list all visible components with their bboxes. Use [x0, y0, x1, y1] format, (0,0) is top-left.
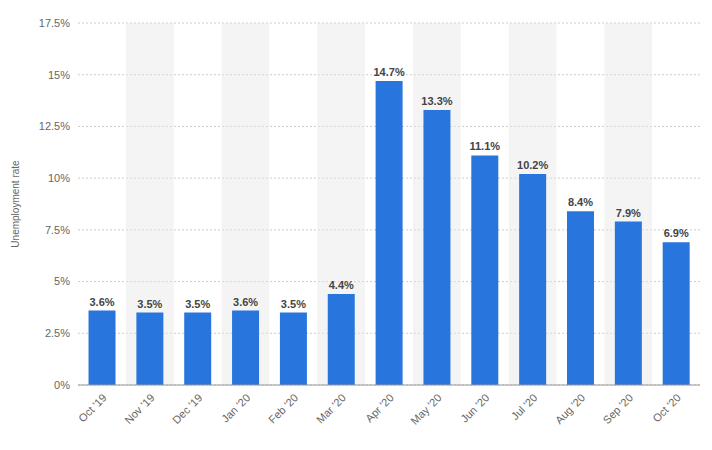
svg-text:5%: 5% [54, 275, 70, 287]
svg-text:Nov '19: Nov '19 [122, 391, 157, 426]
svg-text:Aug '20: Aug '20 [553, 391, 588, 426]
svg-text:0%: 0% [54, 379, 70, 391]
svg-text:3.5%: 3.5% [281, 298, 306, 310]
svg-text:Apr '20: Apr '20 [363, 391, 396, 424]
svg-text:3.5%: 3.5% [137, 298, 162, 310]
svg-text:3.6%: 3.6% [233, 296, 258, 308]
svg-text:Sep '20: Sep '20 [601, 391, 636, 426]
svg-text:May '20: May '20 [408, 391, 443, 426]
svg-text:3.5%: 3.5% [185, 298, 210, 310]
svg-text:Oct '19: Oct '19 [76, 391, 109, 424]
svg-text:7.5%: 7.5% [45, 224, 70, 236]
svg-text:Jan '20: Jan '20 [219, 391, 252, 424]
svg-text:Jul '20: Jul '20 [509, 391, 540, 422]
svg-text:11.1%: 11.1% [469, 140, 500, 152]
svg-text:Jun '20: Jun '20 [458, 391, 491, 424]
svg-text:2.5%: 2.5% [45, 327, 70, 339]
svg-text:Oct '20: Oct '20 [650, 391, 683, 424]
svg-text:13.3%: 13.3% [421, 95, 452, 107]
svg-text:6.9%: 6.9% [664, 227, 689, 239]
svg-text:Feb '20: Feb '20 [266, 391, 300, 425]
svg-text:Mar '20: Mar '20 [314, 391, 348, 425]
svg-text:7.9%: 7.9% [616, 207, 641, 219]
svg-text:10%: 10% [48, 172, 70, 184]
svg-text:17.5%: 17.5% [39, 17, 70, 29]
svg-text:12.5%: 12.5% [39, 120, 70, 132]
svg-text:4.4%: 4.4% [329, 279, 354, 291]
svg-text:Dec '19: Dec '19 [170, 391, 205, 426]
svg-text:15%: 15% [48, 69, 70, 81]
svg-text:3.6%: 3.6% [89, 296, 114, 308]
svg-text:10.2%: 10.2% [517, 159, 548, 171]
svg-text:8.4%: 8.4% [568, 196, 593, 208]
svg-text:14.7%: 14.7% [374, 66, 405, 78]
svg-text:Unemployment rate: Unemployment rate [10, 160, 21, 248]
